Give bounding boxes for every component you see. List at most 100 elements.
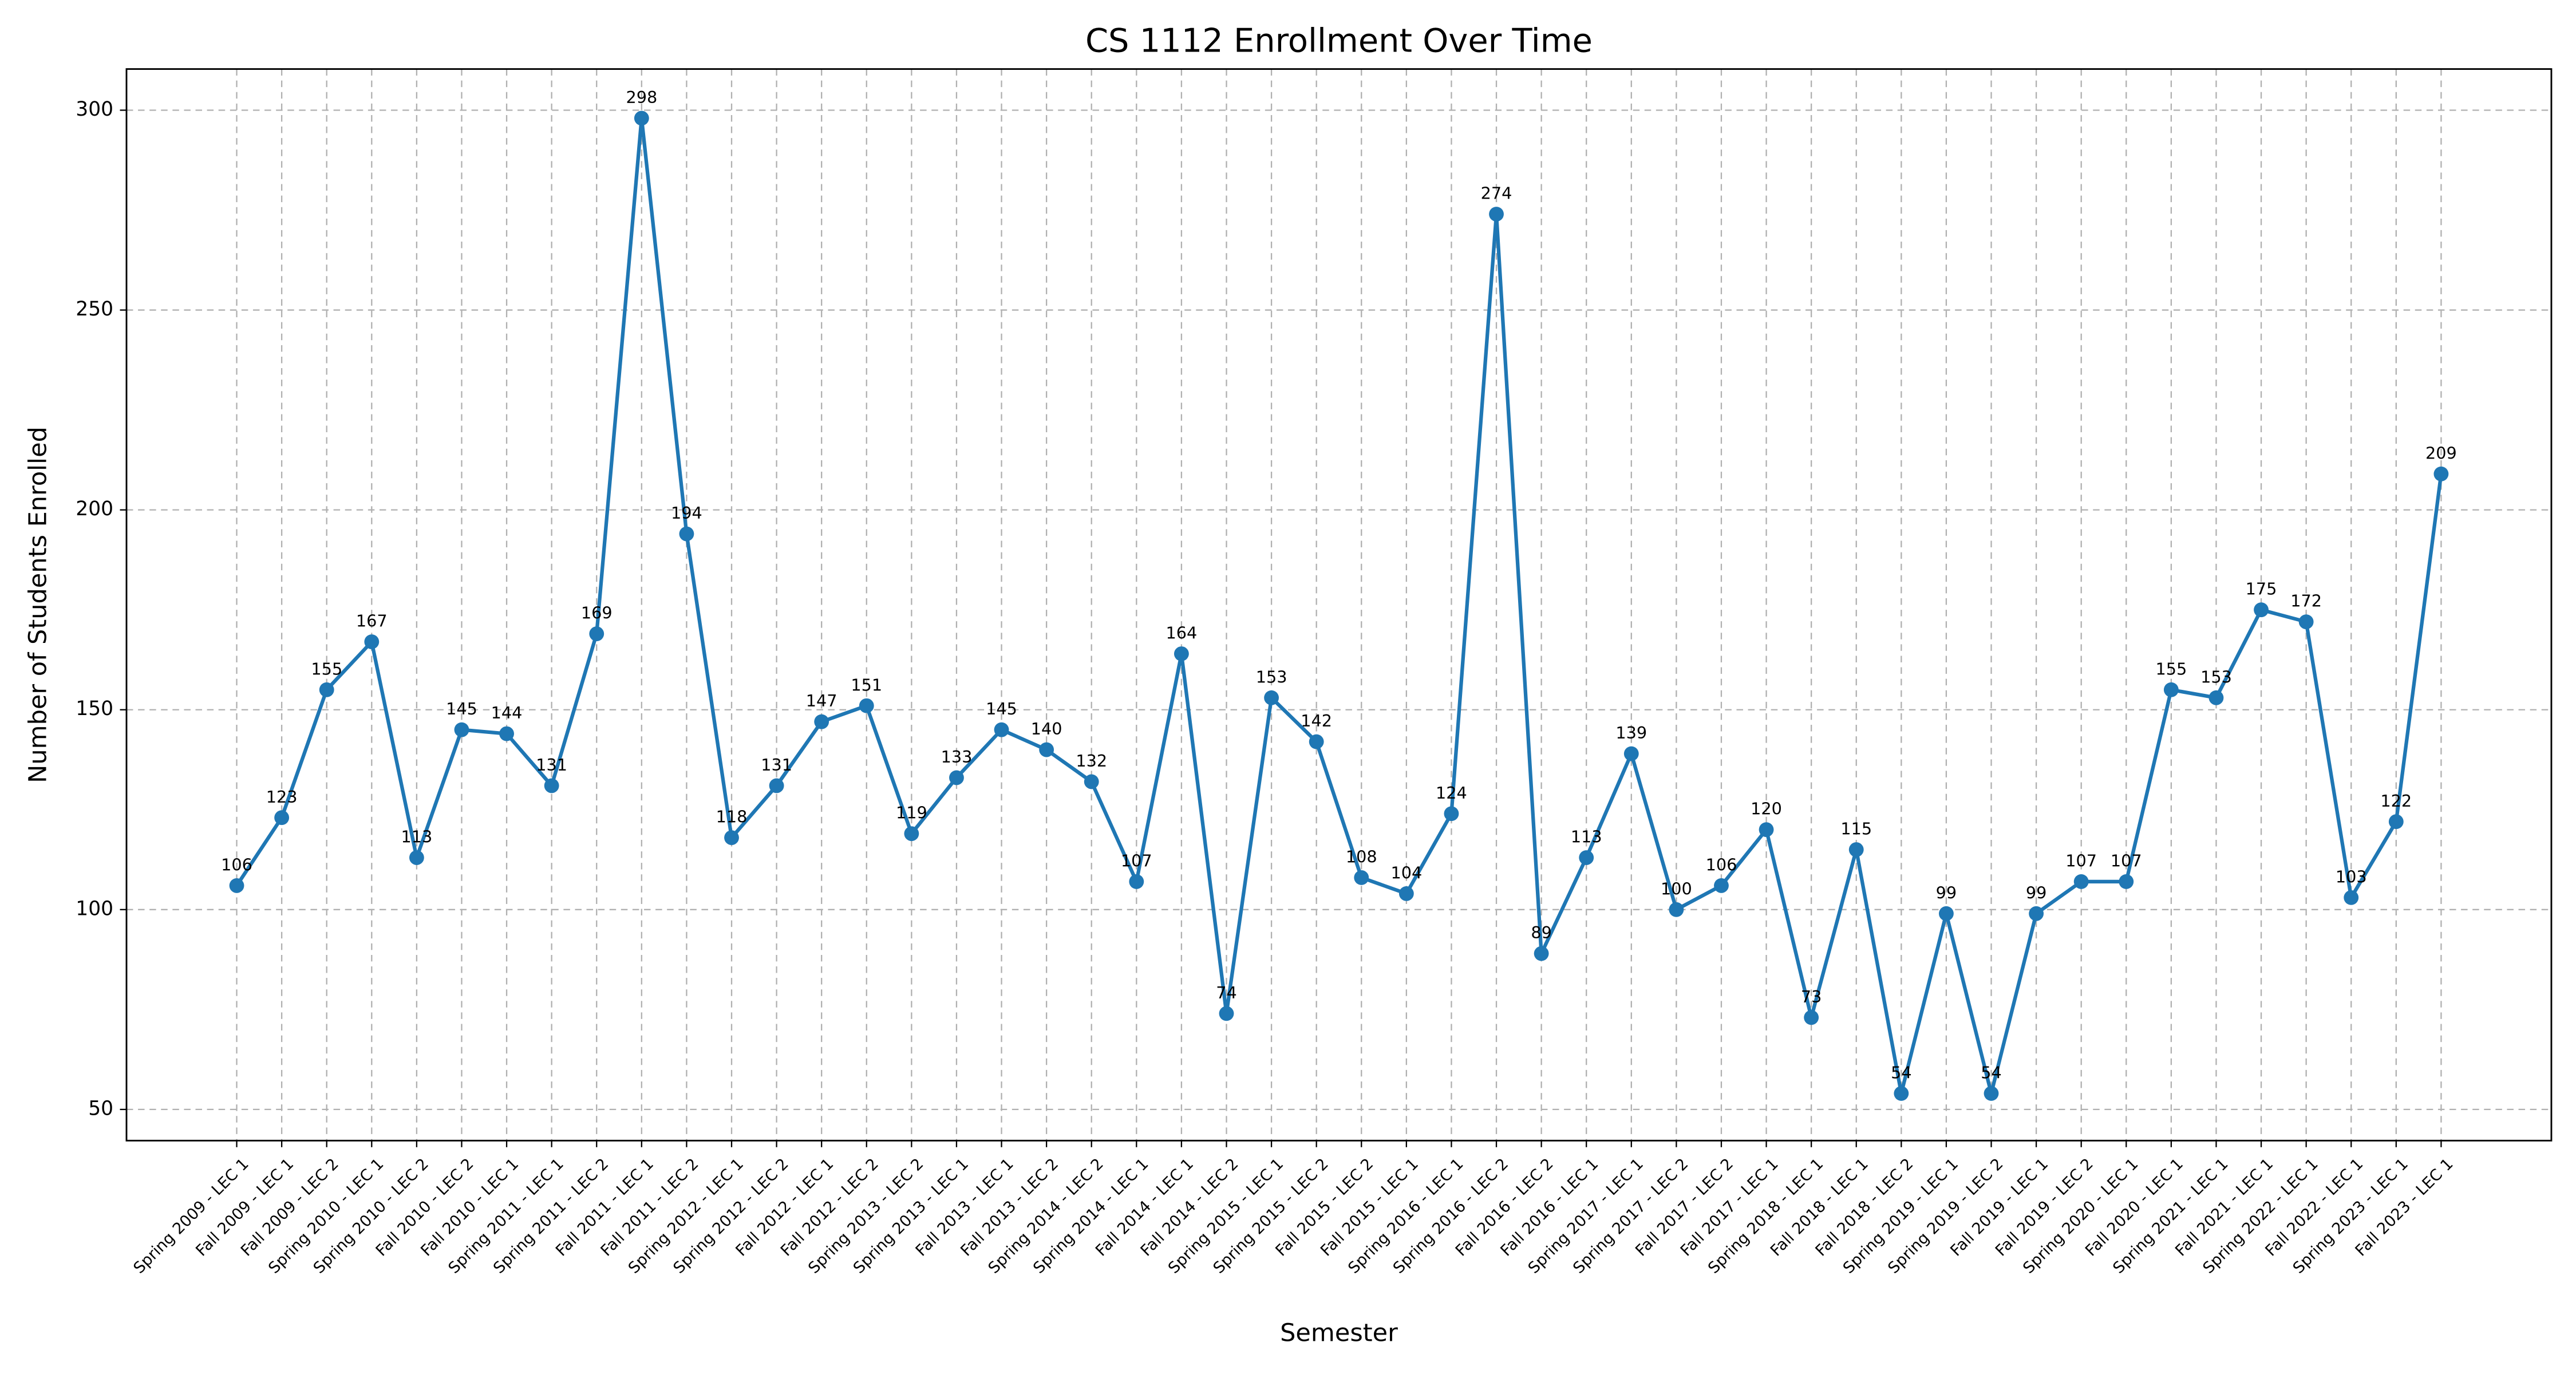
data-point (859, 698, 874, 713)
data-point (1129, 874, 1144, 889)
data-label: 131 (536, 755, 567, 775)
data-label: 151 (851, 675, 882, 694)
data-label: 122 (2380, 791, 2412, 811)
data-label: 54 (1981, 1063, 2002, 1083)
data-point (2344, 890, 2359, 905)
data-label: 54 (1891, 1063, 1912, 1083)
data-point (2073, 874, 2089, 889)
data-point (769, 778, 784, 793)
data-point (274, 810, 290, 826)
data-point (319, 682, 334, 697)
data-label: 103 (2336, 867, 2367, 886)
data-point (544, 778, 559, 793)
data-point (454, 722, 469, 737)
data-point (2208, 690, 2224, 705)
data-point (1489, 207, 1504, 222)
series-line (235, 116, 2443, 1096)
data-label: 108 (1346, 847, 1377, 867)
data-point (229, 878, 244, 893)
data-label: 298 (626, 88, 657, 107)
data-label: 164 (1166, 623, 1198, 643)
data-label: 140 (1031, 719, 1062, 739)
chart-title: CS 1112 Enrollment Over Time (1085, 21, 1593, 60)
data-point (2119, 874, 2134, 889)
data-label: 74 (1216, 983, 1237, 1002)
data-point (1759, 822, 1774, 838)
data-point (364, 634, 380, 649)
data-label: 153 (1256, 667, 1287, 686)
data-label: 209 (2425, 443, 2457, 463)
data-label: 106 (221, 855, 252, 874)
data-point (1623, 746, 1639, 761)
y-tick-label: 200 (76, 498, 113, 520)
data-point (1939, 906, 1954, 921)
data-point (589, 626, 605, 641)
data-label: 142 (1301, 711, 1332, 731)
data-point (1534, 946, 1549, 961)
data-label: 115 (1840, 819, 1872, 839)
data-label: 175 (2246, 579, 2277, 599)
data-point (1084, 774, 1099, 789)
data-label: 99 (2026, 883, 2047, 902)
data-label: 107 (2065, 851, 2097, 870)
data-point (724, 830, 739, 846)
data-point (634, 110, 649, 126)
y-tick-label: 150 (76, 697, 113, 720)
data-label: 113 (401, 827, 433, 847)
data-point (1444, 806, 1459, 822)
data-point (499, 726, 514, 741)
data-label: 145 (446, 699, 477, 718)
data-point (1894, 1086, 1909, 1101)
data-label: 133 (941, 747, 973, 767)
data-point (2254, 602, 2269, 618)
data-label: 89 (1531, 923, 1552, 942)
data-point (1398, 886, 1414, 901)
data-label: 119 (896, 803, 927, 823)
plot-frame (125, 68, 2553, 1142)
data-point (994, 722, 1009, 737)
data-point (1264, 690, 1279, 705)
data-point (1669, 902, 1684, 917)
y-axis-label: Number of Students Enrolled (23, 427, 52, 783)
data-point (2433, 466, 2449, 481)
data-label: 147 (806, 691, 837, 710)
data-label: 274 (1481, 184, 1512, 203)
data-point (904, 826, 919, 842)
data-label: 106 (1706, 855, 1737, 874)
data-point (2163, 682, 2179, 697)
data-point (1984, 1086, 1999, 1101)
data-label: 107 (1121, 851, 1152, 870)
y-tick-label: 300 (76, 98, 113, 121)
data-label: 107 (2111, 851, 2142, 870)
data-label: 123 (266, 787, 298, 807)
data-label: 155 (311, 659, 342, 678)
x-axis-label: Semester (1280, 1319, 1398, 1348)
data-label: 124 (1436, 783, 1467, 803)
data-point (2298, 614, 2314, 630)
data-point (1219, 1006, 1234, 1021)
data-point (1309, 734, 1324, 749)
data-label: 73 (1801, 987, 1822, 1006)
data-label: 172 (2290, 591, 2322, 611)
data-label: 144 (491, 703, 523, 722)
data-point (814, 714, 829, 729)
data-point (2388, 814, 2404, 830)
data-label: 153 (2200, 667, 2232, 686)
data-label: 155 (2155, 659, 2187, 678)
data-point (1174, 646, 1189, 661)
data-label: 139 (1615, 723, 1647, 743)
y-tick-label: 250 (76, 298, 113, 321)
data-point (1848, 842, 1864, 858)
data-point (1714, 878, 1729, 893)
data-label: 99 (1936, 883, 1957, 902)
data-label: 145 (986, 699, 1017, 718)
data-point (409, 850, 424, 865)
data-label: 194 (671, 503, 702, 523)
data-label: 132 (1076, 751, 1107, 771)
y-tick-label: 50 (88, 1097, 113, 1120)
data-point (1039, 742, 1054, 757)
data-label: 104 (1390, 863, 1422, 882)
data-label: 169 (581, 603, 613, 623)
data-point (1354, 870, 1369, 885)
